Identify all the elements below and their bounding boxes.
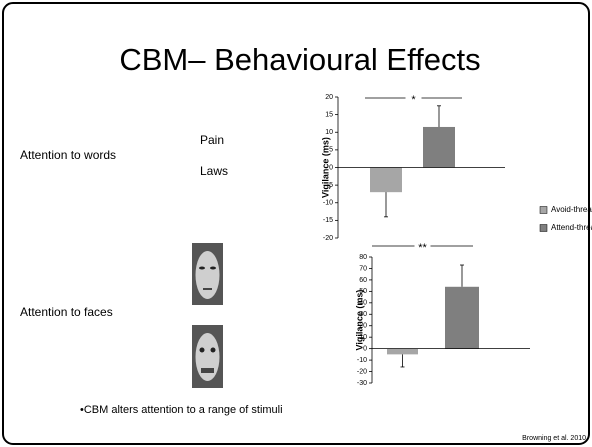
legend-label: Attend-threat (551, 223, 592, 232)
y-tick-label: 15 (325, 111, 333, 118)
y-tick-label: 50 (359, 288, 367, 295)
row-label: Attention to faces (20, 305, 113, 319)
y-tick-label: -20 (323, 235, 333, 242)
y-tick-label: 10 (325, 129, 333, 136)
bar (387, 348, 418, 355)
y-tick-label: 80 (359, 254, 367, 261)
y-tick-label: 5 (329, 147, 333, 154)
y-tick-label: 30 (359, 311, 367, 318)
y-axis-label: Vigilance (ms) (354, 290, 364, 351)
y-tick-label: 40 (359, 300, 367, 307)
y-tick-label: 70 (359, 265, 367, 272)
significance-marker: * (411, 94, 416, 106)
face-image (192, 325, 223, 388)
y-tick-label: -10 (357, 357, 367, 364)
legend-swatch (539, 206, 548, 214)
bullet-text: •CBM alters attention to a range of stim… (80, 404, 283, 416)
bar (445, 286, 479, 349)
y-tick-label: -5 (327, 182, 333, 189)
significance-marker: ** (418, 242, 427, 254)
word: Pain (200, 133, 224, 147)
y-axis-label: Vigilance (ms) (320, 137, 330, 198)
face-image (192, 243, 223, 305)
legend-swatch (539, 224, 548, 232)
row-label: Attention to words (20, 148, 116, 162)
y-tick-label: -20 (357, 368, 367, 375)
y-tick-label: 20 (359, 323, 367, 330)
y-tick-label: 10 (359, 334, 367, 341)
y-tick-label: -30 (357, 380, 367, 387)
y-tick-label: 0 (329, 164, 333, 171)
y-tick-label: -10 (323, 200, 333, 207)
y-tick-label: 0 (363, 345, 367, 352)
word: Laws (200, 164, 228, 178)
citation: Browning et al. 2010 (522, 435, 586, 442)
y-tick-label: -15 (323, 217, 333, 224)
legend-label: Avoid-threat (551, 205, 592, 214)
y-tick-label: 20 (325, 94, 333, 101)
slide-title: CBM– Behavioural Effects (119, 42, 480, 77)
bar (370, 167, 402, 193)
y-tick-label: 60 (359, 277, 367, 284)
bar (423, 126, 455, 168)
